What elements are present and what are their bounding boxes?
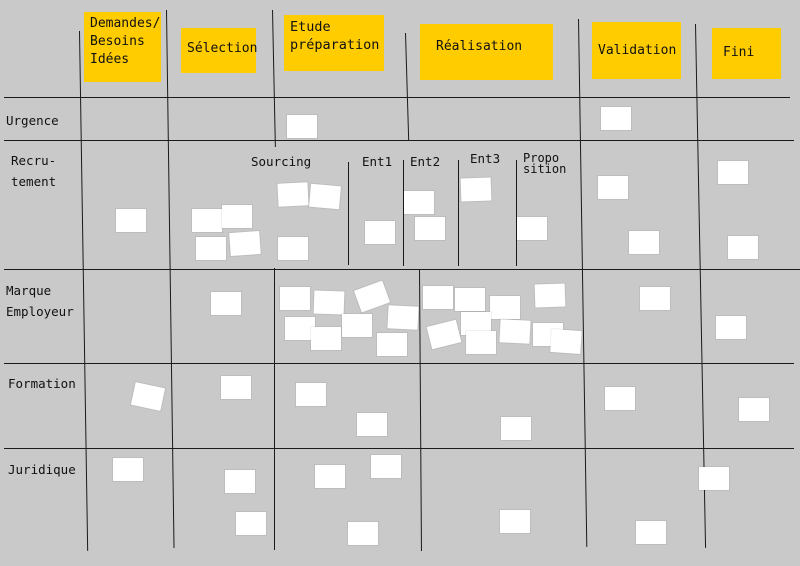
sticky-note[interactable] — [278, 237, 308, 260]
sub-label-sourcing: Sourcing — [251, 154, 312, 169]
sticky-note[interactable] — [225, 470, 255, 493]
sub-grid-line — [348, 162, 349, 265]
grid-line — [578, 18, 588, 547]
sticky-note[interactable] — [699, 467, 729, 490]
grid-line — [79, 30, 89, 551]
sticky-note[interactable] — [192, 209, 222, 232]
sticky-note[interactable] — [461, 312, 491, 335]
sticky-note[interactable] — [285, 317, 315, 340]
sticky-note[interactable] — [311, 327, 341, 350]
sticky-note[interactable] — [371, 455, 401, 478]
sticky-note[interactable] — [315, 465, 345, 488]
sticky-note[interactable] — [460, 177, 492, 202]
grid-line — [4, 97, 790, 98]
sub-label-ent1: Ent1 — [362, 154, 393, 169]
sub-label-ent3: Ent3 — [470, 151, 501, 166]
sticky-note[interactable] — [636, 521, 666, 544]
sticky-note[interactable] — [296, 383, 326, 406]
sticky-note[interactable] — [377, 333, 407, 356]
sticky-note[interactable] — [130, 382, 166, 411]
sticky-note[interactable] — [466, 331, 496, 354]
sticky-note[interactable] — [534, 283, 566, 308]
grid-line — [405, 32, 410, 141]
sticky-note[interactable] — [222, 205, 252, 228]
row-label-recrutement: Recru- tement — [11, 153, 57, 189]
sticky-note[interactable] — [415, 217, 445, 240]
sticky-note[interactable] — [357, 413, 387, 436]
sticky-note[interactable] — [423, 286, 453, 309]
sticky-note[interactable] — [517, 217, 547, 240]
sub-label-ent2: Ent2 — [410, 154, 441, 169]
sticky-note[interactable] — [236, 512, 266, 535]
grid-line — [4, 448, 794, 449]
sticky-note[interactable] — [280, 287, 310, 310]
column-header-selection[interactable]: Sélection — [181, 28, 257, 73]
grid-line — [272, 9, 276, 147]
sticky-note[interactable] — [113, 458, 143, 481]
sub-label-proposition: Propo sition — [523, 151, 567, 176]
sticky-note[interactable] — [309, 183, 341, 210]
grid-line — [4, 363, 794, 364]
sticky-note[interactable] — [716, 316, 746, 339]
column-header-demandes[interactable]: Demandes/ Besoins Idées — [84, 12, 161, 82]
sticky-note[interactable] — [499, 319, 531, 344]
sticky-note[interactable] — [501, 417, 531, 440]
grid-line — [166, 9, 175, 548]
sticky-note[interactable] — [605, 387, 635, 410]
sticky-note[interactable] — [277, 182, 309, 207]
sticky-note[interactable] — [455, 288, 485, 311]
column-header-realisation[interactable]: Réalisation — [420, 24, 553, 80]
sticky-note[interactable] — [728, 236, 758, 259]
sticky-note[interactable] — [640, 287, 670, 310]
column-header-fini[interactable]: Fini — [712, 28, 781, 79]
sticky-note[interactable] — [739, 398, 769, 421]
sub-grid-line — [403, 160, 404, 266]
sticky-note[interactable] — [426, 319, 462, 350]
sub-grid-line — [458, 160, 459, 266]
sticky-note[interactable] — [629, 231, 659, 254]
sticky-note[interactable] — [211, 292, 241, 315]
sticky-note[interactable] — [287, 115, 317, 138]
sticky-note[interactable] — [342, 314, 372, 337]
grid-line — [419, 268, 422, 551]
grid-line — [4, 269, 800, 270]
row-label-marque-employeur: Marque Employeur — [6, 283, 74, 319]
sticky-note[interactable] — [313, 290, 345, 315]
sticky-note[interactable] — [196, 237, 226, 260]
sticky-note[interactable] — [500, 510, 530, 533]
grid-line — [4, 140, 794, 141]
sticky-note[interactable] — [353, 280, 391, 313]
sticky-note[interactable] — [365, 221, 395, 244]
row-label-urgence: Urgence — [6, 113, 59, 128]
sticky-note[interactable] — [116, 209, 146, 232]
sticky-note[interactable] — [404, 191, 434, 214]
sticky-note[interactable] — [229, 230, 261, 257]
row-label-juridique: Juridique — [8, 462, 76, 477]
sticky-note[interactable] — [601, 107, 631, 130]
sticky-note[interactable] — [221, 376, 251, 399]
sticky-note[interactable] — [348, 522, 378, 545]
sub-grid-line — [516, 160, 517, 266]
column-header-etude[interactable]: Etude préparation — [284, 15, 384, 71]
sticky-note[interactable] — [550, 328, 582, 355]
row-label-formation: Formation — [8, 376, 76, 391]
grid-line — [274, 268, 275, 550]
sticky-note[interactable] — [490, 296, 520, 319]
sticky-note[interactable] — [598, 176, 628, 199]
sticky-note[interactable] — [718, 161, 748, 184]
column-header-validation[interactable]: Validation — [592, 22, 681, 79]
sticky-note[interactable] — [387, 305, 419, 330]
